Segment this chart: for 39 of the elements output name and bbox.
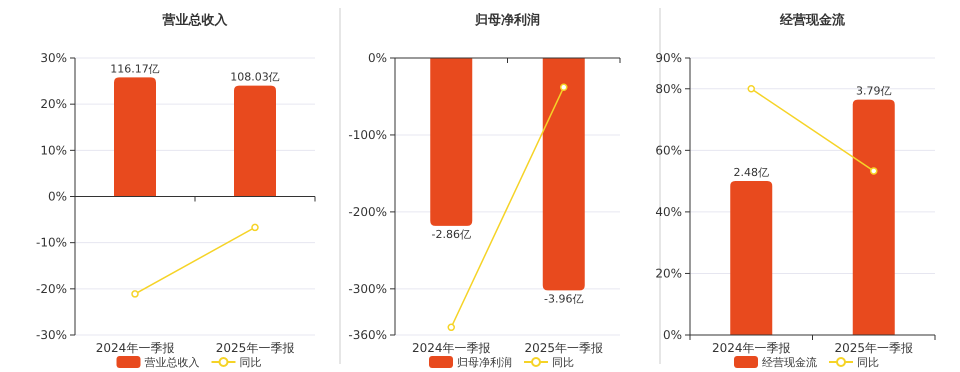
x-tick-label: 2025年一季报 — [524, 341, 604, 355]
y-tick-label: 0% — [662, 328, 682, 342]
legend-label: 归母净利润 — [457, 356, 512, 369]
y-tick-label: 30% — [40, 51, 67, 65]
y-tick-label: 60% — [655, 143, 682, 158]
data-label: -3.96亿 — [544, 292, 584, 306]
y-tick-label: -360% — [348, 328, 387, 342]
y-tick-label: 10% — [40, 143, 67, 158]
data-label: -2.86亿 — [432, 228, 471, 241]
x-tick-label: 2024年一季报 — [412, 341, 491, 355]
chart-title: 归母净利润 — [474, 12, 540, 28]
legend-label: 同比 — [240, 356, 262, 369]
data-label: 116.17亿 — [110, 62, 160, 76]
chart-title: 营业总收入 — [162, 12, 228, 28]
y-tick-label: -100% — [348, 128, 387, 142]
y-tick-label: -20% — [36, 282, 67, 296]
data-label: 2.48亿 — [734, 166, 769, 179]
y-tick-label: 20% — [40, 97, 67, 112]
y-tick-label: -200% — [348, 204, 387, 219]
y-tick-label: -10% — [36, 236, 67, 250]
y-tick-label: 80% — [655, 82, 682, 96]
legend-label: 营业总收入 — [144, 356, 200, 369]
x-tick-label: 2024年一季报 — [96, 341, 174, 355]
y-tick-label: 0% — [48, 190, 67, 204]
y-tick-label: -300% — [348, 282, 387, 296]
y-tick-label: 0% — [368, 51, 387, 65]
x-tick-label: 2025年一季报 — [216, 341, 294, 355]
y-tick-label: 90% — [655, 51, 682, 65]
data-label: 3.79亿 — [856, 84, 892, 98]
y-tick-label: 40% — [655, 204, 682, 219]
y-tick-label: 20% — [655, 266, 682, 280]
y-tick-label: -30% — [36, 328, 67, 342]
legend-label: 同比 — [552, 356, 574, 369]
legend-label: 经营现金流 — [762, 356, 817, 369]
legend-label: 同比 — [857, 356, 879, 369]
chart-title: 经营现金流 — [779, 12, 846, 28]
x-tick-label: 2024年一季报 — [712, 341, 791, 355]
data-label: 108.03亿 — [230, 70, 280, 84]
x-tick-label: 2025年一季报 — [834, 341, 914, 355]
